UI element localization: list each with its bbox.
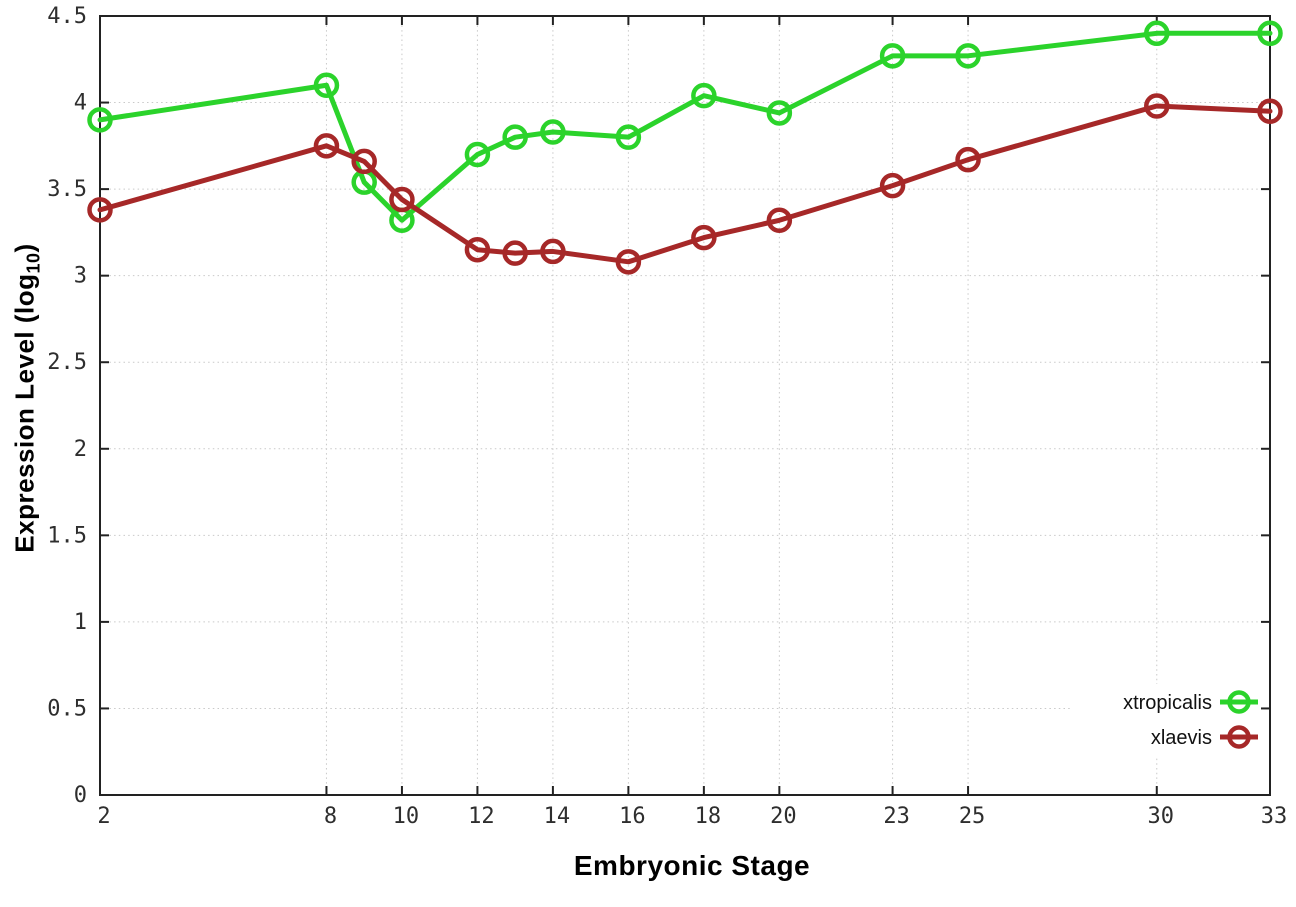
legend-label-xlaevis: xlaevis [1151, 727, 1212, 749]
data-point-xlaevis [955, 146, 981, 173]
data-point-xtropicalis [87, 107, 113, 133]
legend-label-xtropicalis: xtropicalis [1123, 692, 1212, 714]
x-tick-label: 16 [619, 804, 646, 829]
y-tick-label: 3.5 [47, 177, 87, 202]
x-tick-label: 23 [883, 804, 910, 829]
data-point-xtropicalis [615, 124, 642, 150]
data-point-xlaevis [313, 133, 340, 159]
data-point-xlaevis [351, 148, 377, 175]
plot-border [99, 15, 1271, 796]
x-tick-label: 30 [1148, 804, 1175, 829]
legend-marker-xtropicalis [1227, 690, 1251, 714]
x-tick-label: 14 [544, 804, 571, 829]
x-tick-label: 25 [959, 804, 986, 829]
data-point-xtropicalis [1257, 20, 1283, 47]
x-tick-label: 12 [468, 804, 495, 829]
x-tick-label: 33 [1261, 804, 1288, 829]
y-tick-label: 3 [74, 264, 87, 289]
y-tick-label: 4.5 [47, 4, 87, 29]
x-tick-label: 10 [393, 804, 420, 829]
y-tick-label: 2 [74, 437, 87, 462]
y-axis-title-close: ) [9, 243, 40, 253]
y-tick-label: 2.5 [47, 350, 87, 375]
y-axis-title: Expression Level (log10) [10, 243, 45, 552]
y-axis-title-subscript: 10 [23, 252, 44, 274]
x-tick-label: 18 [695, 804, 722, 829]
data-point-xtropicalis [879, 43, 906, 69]
y-tick-label: 0.5 [47, 696, 87, 721]
data-point-xtropicalis [540, 119, 566, 145]
data-point-xlaevis [615, 249, 642, 275]
legend-marker-xlaevis [1227, 725, 1251, 749]
y-axis-title-text: Expression Level (log [9, 273, 40, 553]
data-point-xtropicalis [955, 43, 981, 69]
y-tick-label: 1.5 [47, 523, 87, 548]
data-point-xlaevis [691, 224, 717, 251]
data-point-xtropicalis [502, 124, 528, 150]
data-point-xlaevis [540, 238, 566, 265]
data-point-xlaevis [464, 236, 491, 263]
x-tick-label: 2 [97, 804, 110, 829]
data-point-xlaevis [1257, 98, 1283, 124]
data-point-xtropicalis [691, 82, 717, 109]
data-point-xlaevis [87, 197, 113, 223]
series-line-xlaevis [97, 103, 1273, 265]
data-point-xtropicalis [313, 72, 340, 98]
y-tick-label: 1 [74, 610, 87, 635]
x-tick-label: 20 [770, 804, 797, 829]
data-point-xlaevis [879, 172, 906, 199]
data-point-xtropicalis [464, 141, 491, 168]
data-point-xtropicalis [766, 100, 793, 126]
data-point-xlaevis [502, 240, 528, 266]
data-point-xtropicalis [1144, 20, 1170, 47]
y-tick-label: 0 [74, 783, 87, 808]
y-tick-label: 4 [74, 91, 87, 116]
data-point-xlaevis [1144, 93, 1170, 119]
data-point-xlaevis [389, 186, 415, 213]
series-line-xtropicalis [97, 30, 1273, 223]
x-axis-title: Embryonic Stage [573, 850, 811, 881]
data-point-xlaevis [766, 207, 793, 234]
x-tick-label: 8 [324, 804, 337, 829]
